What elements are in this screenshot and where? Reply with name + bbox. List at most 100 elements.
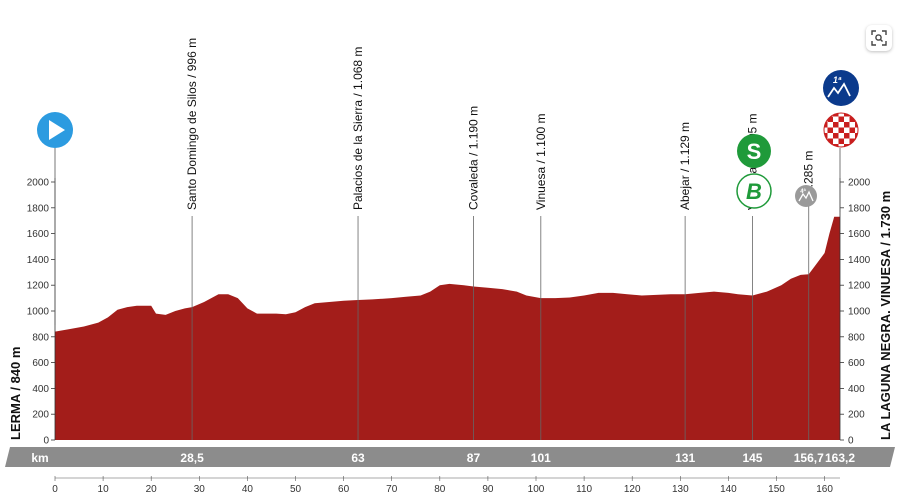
checker-square [849,127,855,133]
finish-marker: 1ª [823,70,859,212]
checker-square [849,144,855,147]
checker-square [855,127,858,133]
y-tick-label-left: 200 [32,410,49,421]
y-tick-label-left: 1400 [27,255,50,266]
climb-cat4-label: 4ª [800,188,806,195]
y-tick-label-right: 2000 [848,178,871,189]
checker-square [827,116,833,122]
waypoint-label: Covaleda / 1.190 m [466,106,480,210]
image-search-icon [871,30,887,46]
y-tick-label-right: 400 [848,384,865,395]
x-tick-label: 90 [482,484,494,495]
bonus-label: B [746,179,762,204]
checker-square [824,113,828,117]
climb-cat1-label: 1ª [833,75,842,85]
start-marker [37,112,73,325]
checker-square [838,138,844,144]
y-tick-label-right: 600 [848,358,865,369]
y-tick-label-right: 200 [848,410,865,421]
checker-square [824,127,828,133]
checker-square [833,133,839,139]
y-tick-label-right: 1000 [848,307,871,318]
sprint-label: S [747,139,762,164]
checker-square [824,122,828,128]
waypoint-label: Vinuesa / 1.100 m [534,113,548,210]
checker-square [833,122,839,128]
checker-square [849,116,855,122]
y-tick-label-left: 1000 [27,307,50,318]
x-tick-label: 130 [672,484,689,495]
start-location-label: LERMA / 840 m [8,347,23,440]
x-tick-label: 50 [290,484,302,495]
checker-square [838,127,844,133]
checker-square [833,138,839,144]
y-tick-label-right: 1600 [848,229,871,240]
checker-square [844,133,850,139]
checker-square [849,138,855,144]
y-tick-label-right: 1200 [848,281,871,292]
checker-square [824,144,828,147]
y-tick-label-right: 800 [848,332,865,343]
waypoint-label: 1.285 m [802,151,816,194]
x-tick-label: 110 [576,484,592,495]
checker-square [855,138,858,144]
checker-square [844,116,850,122]
checker-square [833,144,839,147]
x-tick-label: 80 [434,484,446,495]
x-tick-label: 30 [194,484,206,495]
checker-square [844,144,850,147]
x-axis-ticks: 0 10 20 30 40 50 60 70 80 90 100 110 120 130 140 150 160 [52,476,833,495]
climb-cat4-marker: 4ª [795,185,817,207]
km-mark-label: 28,5 [180,451,204,465]
x-tick-label: 100 [528,484,545,495]
km-band-label: km [31,451,48,465]
x-tick-label: 150 [768,484,785,495]
y-tick-label-right: 0 [848,436,854,447]
y-tick-label-left: 800 [32,332,49,343]
waypoint-markers: Santo Domingo de Silos / 996 m Palacios d… [185,38,816,440]
x-tick-label: 0 [52,484,58,495]
km-mark-label: 101 [531,451,551,465]
km-mark-label: 156,7 [794,451,824,465]
y-tick-label-right: 1400 [848,255,871,266]
y-tick-label-left: 1800 [27,203,50,214]
x-tick-label: 40 [242,484,254,495]
km-mark-label: 163,2 [825,451,855,465]
mountain-icon [798,190,814,202]
checker-square [838,122,844,128]
climb-cat4-circle [795,185,817,207]
y-tick-label-left: 1200 [27,281,50,292]
checker-square [855,122,858,128]
km-mark-label: 63 [351,451,365,465]
x-tick-label: 70 [386,484,398,495]
waypoint-label: Santo Domingo de Silos / 996 m [185,38,199,210]
finish-circle-outline [823,112,859,148]
checker-square [827,133,833,139]
km-band-marks: 28,5 63 87 101 131 145 156,7 163,2 [180,451,855,465]
checker-square [849,133,855,139]
checkered-flag-icon [824,113,858,147]
y-axis-ticks: 0 0 200 200 400 400 600 600 800 800 1000 1000 1200 12… [27,178,871,447]
waypoint-label: Abejar / 1.129 m [678,122,692,210]
image-search-button[interactable] [866,25,892,51]
y-tick-label-left: 0 [43,436,49,447]
y-tick-label-right: 1800 [848,203,871,214]
checker-square [827,127,833,133]
y-tick-label-left: 2000 [27,178,50,189]
bonus-circle [736,173,772,209]
checker-square [827,122,833,128]
checker-square [833,127,839,133]
km-mark-label: 131 [675,451,695,465]
checker-square [844,122,850,128]
sprint-circle [737,134,771,168]
checker-square [827,138,833,144]
checker-square [824,133,828,139]
checker-square [838,133,844,139]
checker-square [838,113,844,117]
x-tick-label: 20 [146,484,158,495]
finish-location-label: LA LAGUNA NEGRA. VINUESA / 1.730 m [878,191,893,440]
elevation-profile-area [55,216,840,440]
checker-square [838,144,844,147]
x-tick-label: 10 [98,484,110,495]
